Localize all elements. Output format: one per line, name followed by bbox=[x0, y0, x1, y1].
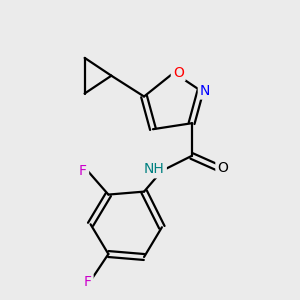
Text: O: O bbox=[218, 161, 228, 175]
Text: F: F bbox=[84, 275, 92, 289]
Text: NH: NH bbox=[144, 162, 165, 176]
Text: O: O bbox=[173, 66, 184, 80]
Text: N: N bbox=[200, 84, 210, 98]
Text: F: F bbox=[79, 164, 87, 178]
